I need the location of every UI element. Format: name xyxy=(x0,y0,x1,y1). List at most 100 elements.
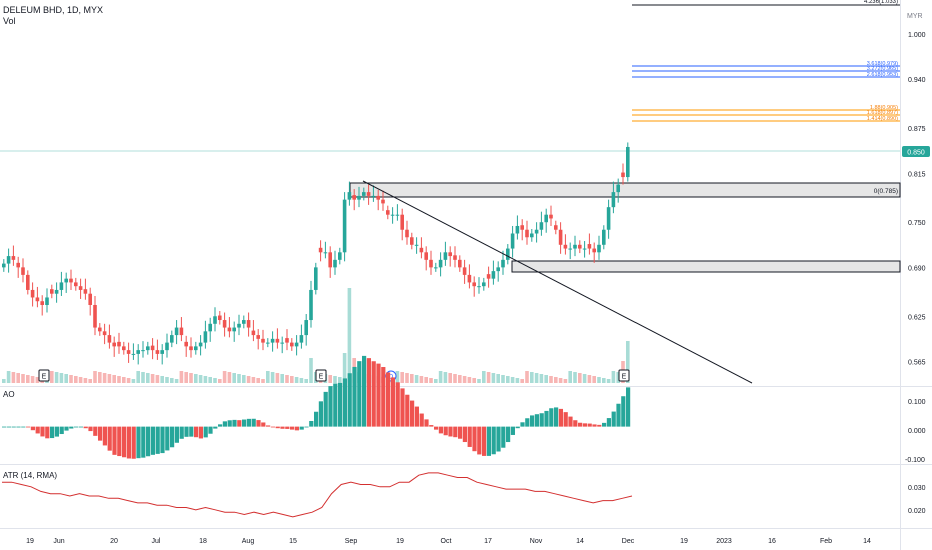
ao-bar xyxy=(21,426,26,428)
candle-body xyxy=(510,233,515,249)
ao-bar xyxy=(78,426,83,428)
earnings-marker[interactable] xyxy=(618,369,630,382)
candle-body xyxy=(506,248,510,260)
ao-bar xyxy=(357,361,362,427)
candle-body xyxy=(592,248,596,253)
volume-bar xyxy=(266,371,270,383)
volume-bar xyxy=(539,374,544,383)
volume-bar xyxy=(606,379,611,383)
volume-bar xyxy=(69,375,73,383)
atr-tick: 0.020 xyxy=(908,508,926,515)
candle-body xyxy=(189,346,193,351)
ao-bar xyxy=(410,400,415,427)
volume-bar xyxy=(530,372,534,383)
ao-bar xyxy=(213,426,218,429)
price-tick: 0.875 xyxy=(908,126,926,133)
candle-body xyxy=(376,195,380,200)
volume-bar xyxy=(112,375,116,383)
ao-bar xyxy=(506,426,511,443)
ao-bar xyxy=(626,387,631,427)
candle-body xyxy=(246,320,251,328)
volume-bar xyxy=(563,379,568,383)
candle-body xyxy=(256,335,260,339)
ao-bar xyxy=(520,422,525,427)
volume-bar xyxy=(246,376,251,383)
ao-bar xyxy=(438,426,443,434)
candle-body xyxy=(16,262,20,268)
volume-bar xyxy=(131,379,136,383)
candle-body xyxy=(496,267,500,272)
candle-body xyxy=(242,320,246,324)
ao-bar xyxy=(35,426,40,434)
candle-body xyxy=(237,323,241,328)
ao-histogram xyxy=(2,355,631,459)
ao-bar xyxy=(602,422,607,427)
candle-body xyxy=(69,278,73,283)
volume-bar xyxy=(141,372,145,383)
resistance-zone xyxy=(349,182,901,198)
ao-bar xyxy=(11,426,16,428)
ao-bar xyxy=(491,426,496,455)
candle-body xyxy=(285,338,289,343)
volume-bar xyxy=(549,376,553,383)
ao-bar xyxy=(314,411,319,427)
volume-bar xyxy=(21,374,25,383)
ao-bar xyxy=(621,396,626,427)
earnings-marker-label: E xyxy=(42,374,47,381)
volume-bar xyxy=(30,376,35,383)
ao-bar xyxy=(328,386,333,427)
trendline xyxy=(362,180,753,384)
ao-bar xyxy=(501,426,506,448)
volume-bar xyxy=(261,379,265,383)
ao-bar xyxy=(294,426,299,431)
candle-body xyxy=(616,184,620,193)
ao-bar xyxy=(371,361,376,427)
candle-body xyxy=(386,210,390,215)
volume-bar xyxy=(510,377,515,383)
ao-bar xyxy=(54,426,59,437)
candle-body xyxy=(21,267,25,275)
ao-bar xyxy=(563,412,568,427)
candle-body xyxy=(381,199,385,204)
candle-body xyxy=(213,316,217,324)
candle-body xyxy=(50,289,54,294)
price-tick: 0.625 xyxy=(908,314,926,321)
candle-body xyxy=(491,271,496,279)
ao-bar xyxy=(6,426,11,428)
candle-body xyxy=(184,341,188,347)
volume-bar xyxy=(616,372,620,383)
earnings-marker[interactable] xyxy=(315,369,327,382)
ao-bar xyxy=(275,426,280,429)
ao-bar xyxy=(122,426,127,458)
candle-body xyxy=(563,244,568,249)
volume-bar xyxy=(2,379,6,383)
earnings-marker-label: E xyxy=(622,374,627,381)
candle-body xyxy=(338,252,342,260)
candle-body xyxy=(429,259,433,268)
candle-body xyxy=(539,222,544,230)
volume-bar xyxy=(477,379,481,383)
price-tick: 0.815 xyxy=(908,171,926,178)
candle-body xyxy=(482,282,486,287)
ao-bar xyxy=(578,422,583,427)
volume-bar xyxy=(453,374,457,383)
candle-body xyxy=(390,214,395,216)
volume-bar xyxy=(93,371,97,383)
ao-bar xyxy=(443,426,448,436)
ao-bar xyxy=(496,426,501,452)
fib-label-blue: 3.618(0.979) xyxy=(867,61,898,67)
time-tick: Nov xyxy=(530,538,543,545)
ao-bar xyxy=(299,426,304,430)
candle-body xyxy=(515,225,520,234)
candle-body xyxy=(443,252,448,260)
earnings-marker[interactable] xyxy=(38,369,50,382)
ao-bar xyxy=(304,426,309,428)
candle-body xyxy=(424,252,428,260)
candle-body xyxy=(64,278,68,283)
time-tick: 16 xyxy=(768,538,776,545)
ao-bar xyxy=(554,407,559,427)
volume-bar xyxy=(78,377,83,383)
ao-bar xyxy=(453,426,458,438)
ao-bar xyxy=(462,426,467,443)
volume-bar xyxy=(424,377,428,383)
